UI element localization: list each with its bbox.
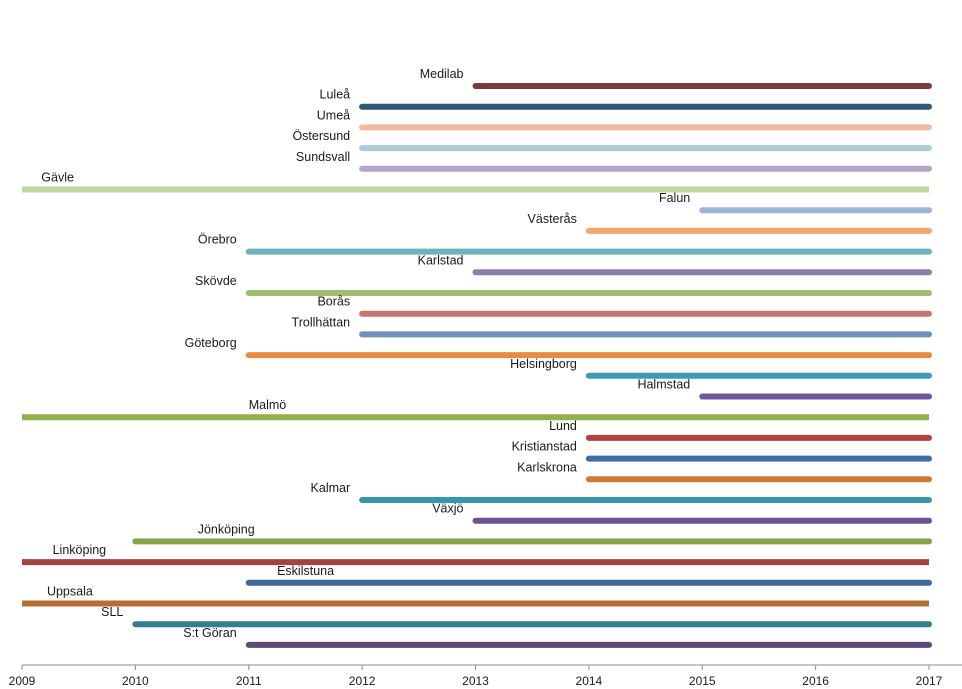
x-tick-label-2013: 2013 [462, 674, 489, 688]
timeline-label-s-t-goran: S:t Göran [183, 626, 237, 640]
timeline-label-kristianstad: Kristianstad [512, 440, 577, 454]
labels-layer: Medilab Luleå Umeå Östersund Sundsvall Gävle F… [41, 67, 690, 640]
timeline-label-kalmar: Kalmar [311, 481, 351, 495]
timeline-label-vaxjo: Växjö [432, 502, 463, 516]
timeline-label-medilab: Medilab [420, 67, 464, 81]
timeline-label-vasteras: Västerås [528, 212, 577, 226]
timeline-label-malmo: Malmö [249, 398, 287, 412]
timeline-label-sll: SLL [101, 605, 123, 619]
timeline-label-sundsvall: Sundsvall [296, 150, 350, 164]
timeline-label-helsingborg: Helsingborg [510, 357, 577, 371]
timeline-label-lund: Lund [549, 419, 577, 433]
x-tick-label-2017: 2017 [916, 674, 943, 688]
timeline-label-falun: Falun [659, 191, 690, 205]
timeline-label-karlstad: Karlstad [418, 253, 464, 267]
timeline-label-umea: Umeå [317, 108, 350, 122]
timeline-label-uppsala: Uppsala [47, 585, 93, 599]
timeline-label-boras: Borås [317, 295, 350, 309]
x-tick-label-2011: 2011 [236, 674, 262, 688]
timeline-label-ostersund: Östersund [292, 129, 350, 143]
timeline-label-jonkoping: Jönköping [198, 522, 255, 536]
timeline-label-karlskrona: Karlskrona [517, 460, 577, 474]
timeline-label-halmstad: Halmstad [637, 378, 690, 392]
x-tick-label-2016: 2016 [802, 674, 829, 688]
bars-layer [22, 83, 932, 648]
x-tick-label-2010: 2010 [122, 674, 149, 688]
timeline-label-skovde: Skövde [195, 274, 237, 288]
timeline-label-orebro: Örebro [198, 233, 237, 247]
x-tick-label-2009: 2009 [9, 674, 36, 688]
timeline-label-linkoping: Linköping [53, 543, 107, 557]
x-tick-label-2012: 2012 [349, 674, 376, 688]
timeline-label-eskilstuna: Eskilstuna [277, 564, 334, 578]
timeline-label-goteborg: Göteborg [185, 336, 237, 350]
x-tick-label-2014: 2014 [576, 674, 603, 688]
x-axis: 2009 2010 2011 2012 2013 2014 2015 2016 2017 [9, 664, 962, 688]
timeline-label-lulea: Luleå [320, 88, 351, 102]
timeline-label-trollhattan: Trollhättan [292, 315, 351, 329]
timeline-label-gavle: Gävle [41, 171, 74, 185]
x-tick-label-2015: 2015 [689, 674, 716, 688]
